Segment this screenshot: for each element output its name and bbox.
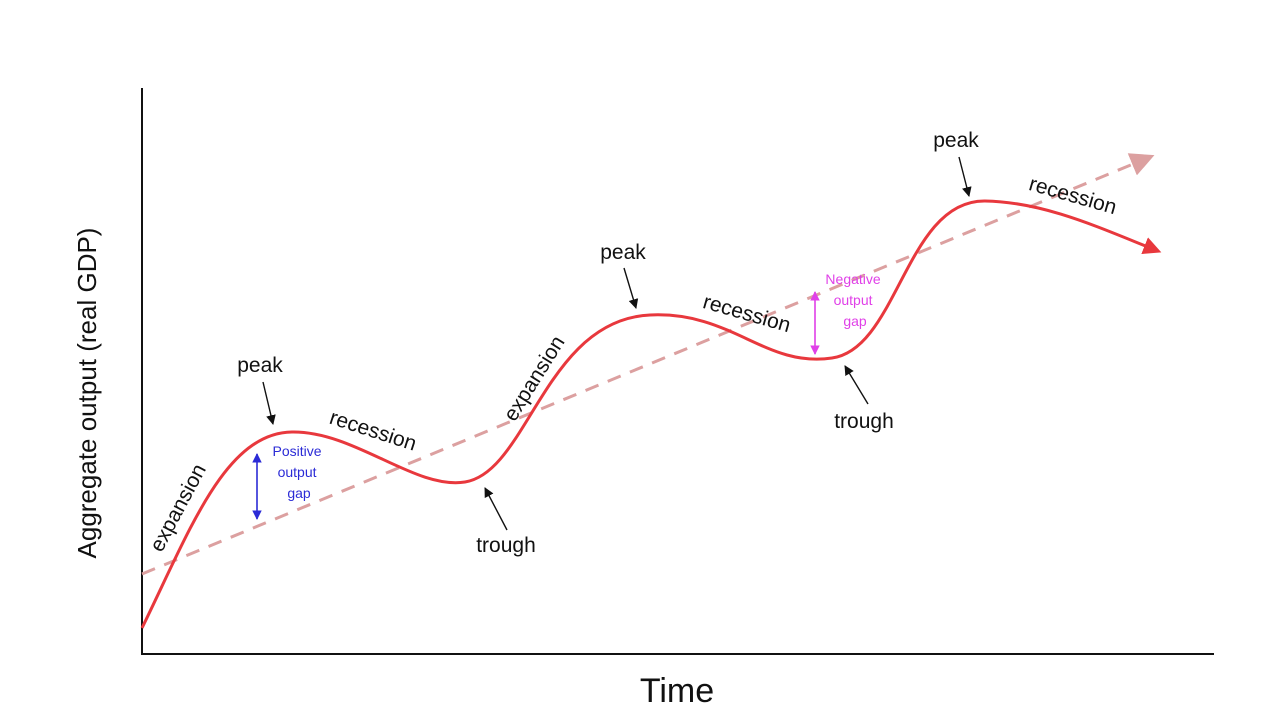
peak-1-pointer bbox=[262, 381, 276, 425]
peak-label-3: peak bbox=[933, 129, 979, 152]
peak-label-1: peak bbox=[237, 354, 283, 377]
positive-gap-label: Positive output gap bbox=[273, 443, 326, 501]
positive-gap-line-3: gap bbox=[287, 485, 311, 501]
recession-label-2: recession bbox=[700, 290, 793, 337]
expansion-label-2: expansion bbox=[499, 332, 569, 425]
negative-gap-label: Negative output gap bbox=[825, 271, 884, 329]
negative-gap-line-1: Negative bbox=[825, 271, 880, 287]
peak-3-pointer bbox=[958, 156, 972, 197]
trough-1-pointer bbox=[484, 487, 508, 531]
positive-gap-line-2: output bbox=[278, 464, 317, 480]
recession-label-1: recession bbox=[327, 406, 420, 456]
recession-label-3: recession bbox=[1026, 172, 1119, 219]
trough-label-1: trough bbox=[476, 534, 536, 557]
negative-gap-line-2: output bbox=[834, 292, 873, 308]
peak-label-2: peak bbox=[600, 241, 646, 264]
positive-gap-line-1: Positive bbox=[273, 443, 322, 459]
peak-2-pointer bbox=[623, 267, 639, 309]
x-axis-label: Time bbox=[640, 672, 714, 710]
business-cycle-curve bbox=[140, 199, 1162, 629]
trough-2-pointer bbox=[844, 365, 869, 405]
trough-label-2: trough bbox=[834, 410, 894, 433]
y-axis-label: Aggregate output (real GDP) bbox=[72, 228, 102, 559]
trend-line bbox=[141, 153, 1155, 576]
negative-gap-line-3: gap bbox=[843, 313, 867, 329]
